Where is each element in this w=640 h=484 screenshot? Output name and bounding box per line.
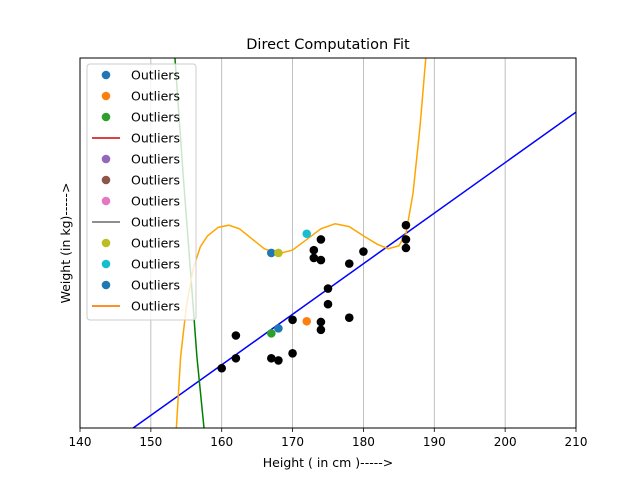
data-point [323,284,333,293]
data-point [344,259,354,268]
data-point [309,253,319,263]
grid [150,58,506,428]
data-point [309,245,319,255]
legend-box [86,63,197,321]
x-axis-label: Height ( in cm )-----> [263,455,393,470]
outlier-point [267,329,276,338]
outlier-point [274,248,283,258]
x-tick-label: 170 [281,435,304,449]
legend-marker [101,70,111,80]
legend-label: Outliers [131,68,180,83]
legend: Outliers Outliers Outliers Outliers Outliers… [86,63,197,321]
legend-label: Outliers [131,299,180,314]
legend-label: Outliers [131,131,180,146]
data-point [359,247,368,256]
legend-marker [101,238,111,248]
data-point [316,235,326,244]
data-point [316,255,326,265]
linear-fit-line [132,111,576,428]
outlier-point [274,324,283,333]
x-tick-label: 150 [139,435,162,449]
legend-marker [101,112,111,122]
legend-marker [101,259,111,269]
legend-marker [101,91,111,101]
plot-frame [79,57,577,429]
x-tick-label: 190 [423,435,446,449]
legend-label: Outliers [131,194,180,209]
data-point [231,331,241,340]
data-point [316,325,326,335]
data-point [274,356,283,365]
outlier-point [267,248,276,258]
x-axis-ticks: 140 150 160 170 180 190 200 210 [69,428,588,449]
data-point [323,299,333,309]
legend-label: Outliers [131,257,180,272]
data-point [401,220,411,230]
legend-marker [101,154,111,164]
legend-label: Outliers [131,173,180,188]
data-point [401,243,411,253]
data-point [288,348,297,358]
data-point [401,235,411,244]
legend-label: Outliers [131,236,180,251]
legend-label: Outliers [131,152,180,167]
data-point [267,353,276,363]
x-tick-label: 160 [210,435,233,449]
outlier-point [302,229,312,239]
chart-title: Direct Computation Fit [246,37,410,53]
data-point [231,353,241,363]
data-point [217,363,227,373]
x-tick-label: 200 [494,435,517,449]
data-point [288,315,297,325]
plot-lines [132,58,576,428]
legend-label: Outliers [131,89,180,104]
x-tick-label: 210 [565,435,588,449]
legend-label: Outliers [131,278,180,293]
outlier-point [302,316,312,326]
x-tick-label: 180 [352,435,375,449]
data-points [217,220,411,373]
legend-marker [101,175,111,185]
x-tick-label: 140 [69,435,92,449]
legend-marker [101,280,111,290]
legend-marker [101,196,111,206]
data-point [316,317,326,327]
y-axis-label: Weight (in kg)-----> [58,183,73,304]
polynomial-fit-curve [175,58,427,428]
data-point [344,313,354,323]
legend-label: Outliers [131,215,180,230]
legend-label: Outliers [131,110,180,125]
